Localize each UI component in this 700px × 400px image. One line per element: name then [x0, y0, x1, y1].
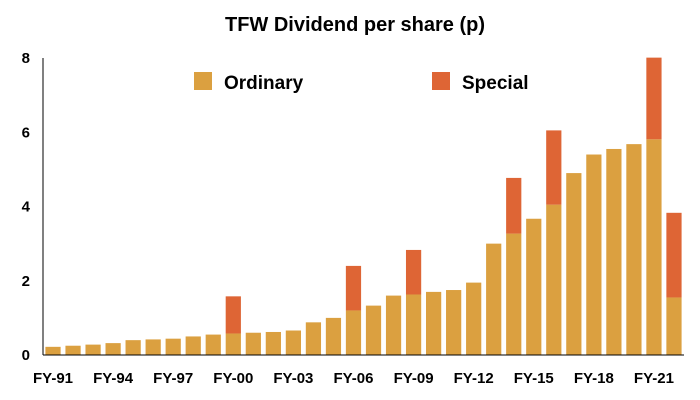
bar-special-fy-06 [345, 265, 362, 311]
bar-ordinary-fy-05 [325, 317, 342, 356]
bar-ordinary-fy-11 [446, 290, 462, 355]
y-tick-label: 4 [22, 199, 31, 216]
y-tick-label: 8 [22, 50, 30, 67]
bar-ordinary-fy-94 [105, 343, 121, 355]
x-tick-label: FY-97 [153, 370, 193, 387]
legend-swatch-ordinary [194, 72, 212, 90]
x-tick-label: FY-21 [634, 370, 674, 387]
bar-ordinary-fy-07 [365, 305, 382, 355]
legend-label-special: Special [462, 73, 529, 94]
bars [45, 57, 682, 356]
x-tick-label: FY-94 [93, 370, 134, 387]
bar-ordinary-fy-92 [65, 345, 81, 355]
bar-special-fy-00 [225, 296, 241, 334]
bar-ordinary-fy-99 [205, 334, 221, 355]
bar-special-fy-14 [506, 177, 522, 234]
bar-ordinary-fy-93 [85, 344, 101, 355]
legend-swatch-special [432, 72, 450, 90]
bar-ordinary-fy-98 [185, 336, 201, 355]
legend-label-ordinary: Ordinary [224, 73, 304, 94]
chart-title: TFW Dividend per share (p) [225, 14, 485, 36]
x-tick-label: FY-18 [574, 370, 614, 387]
bar-ordinary-fy-16 [546, 204, 562, 355]
x-tick-label: FY-03 [273, 370, 313, 387]
bar-ordinary-fy-09 [405, 294, 422, 355]
y-axis-ticks: 0 2 4 6 8 [22, 50, 31, 364]
bar-ordinary-fy-95 [125, 340, 141, 355]
bar-ordinary-fy-96 [145, 339, 161, 355]
x-tick-label: FY-06 [333, 370, 373, 387]
bar-ordinary-fy-15 [526, 218, 542, 355]
bar-ordinary-fy-12 [466, 282, 482, 355]
bar-ordinary-fy-20 [626, 144, 642, 355]
bar-ordinary-fy-21 [646, 139, 662, 355]
x-tick-label: FY-15 [514, 370, 554, 387]
y-tick-label: 6 [22, 124, 30, 141]
bar-ordinary-fy-22 [666, 297, 682, 355]
x-tick-label: FY-00 [213, 370, 253, 387]
legend: Ordinary Special [194, 72, 529, 94]
bar-ordinary-fy-97 [165, 338, 181, 355]
bar-ordinary-fy-08 [385, 295, 402, 355]
x-tick-label: FY-09 [394, 370, 434, 387]
bar-special-fy-22 [666, 212, 682, 298]
bar-ordinary-fy-06 [345, 310, 362, 355]
bar-ordinary-fy-04 [305, 322, 322, 355]
bar-ordinary-fy-17 [566, 173, 582, 355]
x-tick-label: FY-12 [454, 370, 494, 387]
x-tick-label: FY-91 [33, 370, 73, 387]
bar-special-fy-16 [546, 130, 562, 205]
bar-special-fy-09 [405, 249, 422, 295]
bar-ordinary-fy-03 [285, 330, 301, 355]
bar-special-fy-21 [646, 57, 662, 140]
bar-ordinary-fy-91 [45, 346, 61, 355]
bar-ordinary-fy-00 [225, 333, 241, 355]
bar-ordinary-fy-19 [606, 148, 622, 355]
y-tick-label: 2 [22, 273, 30, 290]
bar-ordinary-fy-02 [265, 331, 281, 355]
bar-ordinary-fy-18 [586, 154, 602, 355]
bar-ordinary-fy-10 [426, 291, 442, 355]
y-tick-label: 0 [22, 347, 30, 364]
x-axis-ticks: FY-91 FY-94 FY-97 FY-00 FY-03 FY-06 FY-09 FY-12… [33, 370, 674, 387]
bar-ordinary-fy-13 [486, 243, 502, 356]
bar-ordinary-fy-01 [245, 332, 261, 355]
bar-ordinary-fy-14 [506, 233, 522, 355]
